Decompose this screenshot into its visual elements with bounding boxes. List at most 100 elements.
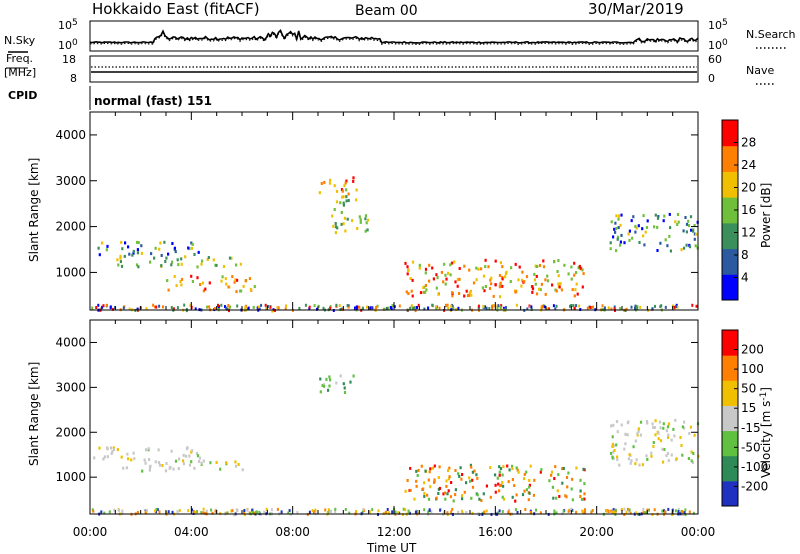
echo-cell — [342, 382, 345, 386]
echo-cell — [243, 510, 246, 514]
echo-cell — [340, 222, 343, 226]
echo-cell — [133, 457, 136, 461]
echo-cell — [450, 304, 453, 308]
echo-cell — [492, 304, 495, 307]
echo-cell — [677, 507, 680, 511]
echo-cell — [102, 304, 105, 308]
echo-cell — [581, 268, 584, 272]
echo-cell — [424, 284, 427, 287]
echo-cell — [332, 224, 335, 228]
echo-cell — [445, 277, 448, 281]
echo-cell — [444, 282, 447, 286]
echo-cell — [445, 484, 448, 488]
echo-cell — [620, 213, 623, 217]
echo-cell — [511, 467, 514, 470]
echo-cell — [515, 466, 518, 470]
echo-cell — [410, 289, 413, 293]
echo-cell — [236, 509, 239, 512]
echo-cell — [520, 284, 523, 288]
echo-cell — [628, 453, 631, 457]
echo-cell — [529, 464, 532, 468]
echo-cell — [471, 511, 474, 515]
echo-cell — [167, 510, 170, 514]
echo-cell — [451, 294, 454, 298]
echo-cell — [233, 280, 236, 284]
echo-cell — [472, 281, 476, 285]
echo-cell — [355, 306, 358, 310]
echo-cell — [424, 267, 428, 271]
echo-cell — [531, 285, 534, 288]
echo-cell — [176, 510, 179, 513]
echo-cell — [447, 271, 450, 275]
echo-cell — [683, 426, 686, 430]
colorbar-tick-label: 15 — [741, 401, 756, 415]
echo-cell — [182, 453, 185, 457]
echo-cell — [502, 465, 505, 469]
echo-cell — [276, 507, 279, 511]
echo-cell — [580, 497, 584, 501]
echo-cell — [452, 306, 455, 310]
echo-cell — [547, 307, 550, 311]
echo-cell — [539, 470, 542, 474]
echo-cell — [567, 272, 570, 276]
echo-cell — [624, 442, 627, 446]
echo-cell — [123, 254, 126, 258]
echo-cell — [657, 437, 660, 441]
echo-cell — [188, 247, 191, 251]
echo-cell — [501, 473, 504, 477]
echo-cell — [478, 497, 481, 501]
echo-cell — [637, 224, 640, 228]
velocity-panel-frame — [89, 319, 699, 515]
echo-cell — [623, 507, 626, 511]
echo-cell — [508, 468, 511, 472]
echo-cell — [406, 265, 409, 269]
echo-cell — [407, 292, 410, 296]
echo-cell — [570, 507, 572, 511]
echo-cell — [456, 284, 459, 288]
echo-cell — [426, 493, 429, 497]
echo-cell — [554, 465, 557, 469]
echo-cell — [557, 473, 560, 477]
echo-cell — [488, 307, 491, 311]
echo-cell — [573, 261, 576, 265]
echo-cell — [336, 226, 339, 230]
velocity-echo-cells — [91, 374, 700, 517]
echo-cell — [511, 495, 514, 499]
echo-cell — [271, 309, 274, 313]
echo-cell — [636, 305, 639, 308]
echo-cell — [662, 219, 665, 223]
xtick-label: 04:00 — [174, 525, 209, 539]
echo-cell — [410, 304, 413, 308]
echo-cell — [690, 228, 693, 232]
nsky-trace — [89, 28, 699, 44]
echo-cell — [406, 272, 409, 276]
echo-cell — [615, 420, 619, 424]
echo-cell — [555, 511, 558, 515]
echo-cell — [196, 265, 199, 269]
freq-tick-top: 18 — [62, 53, 76, 66]
echo-cell — [144, 461, 147, 465]
echo-cell — [95, 306, 98, 309]
echo-cell — [463, 490, 466, 494]
cpid-label: CPID — [8, 89, 37, 102]
echo-cell — [197, 250, 200, 254]
echo-cell — [110, 451, 113, 455]
echo-cell — [611, 445, 614, 448]
echo-cell — [164, 469, 168, 473]
echo-cell — [505, 306, 507, 310]
echo-cell — [209, 461, 212, 465]
echo-cell — [270, 508, 273, 512]
echo-cell — [153, 256, 156, 260]
echo-cell — [645, 511, 648, 515]
echo-cell — [616, 235, 620, 239]
echo-cell — [361, 510, 364, 514]
echo-cell — [454, 493, 457, 497]
echo-cell — [579, 495, 582, 498]
echo-cell — [348, 511, 351, 515]
echo-cell — [514, 508, 517, 512]
echo-cell — [688, 510, 691, 514]
echo-cell — [644, 230, 647, 234]
echo-cell — [677, 510, 680, 513]
echo-cell — [521, 278, 524, 282]
echo-cell — [656, 225, 659, 229]
